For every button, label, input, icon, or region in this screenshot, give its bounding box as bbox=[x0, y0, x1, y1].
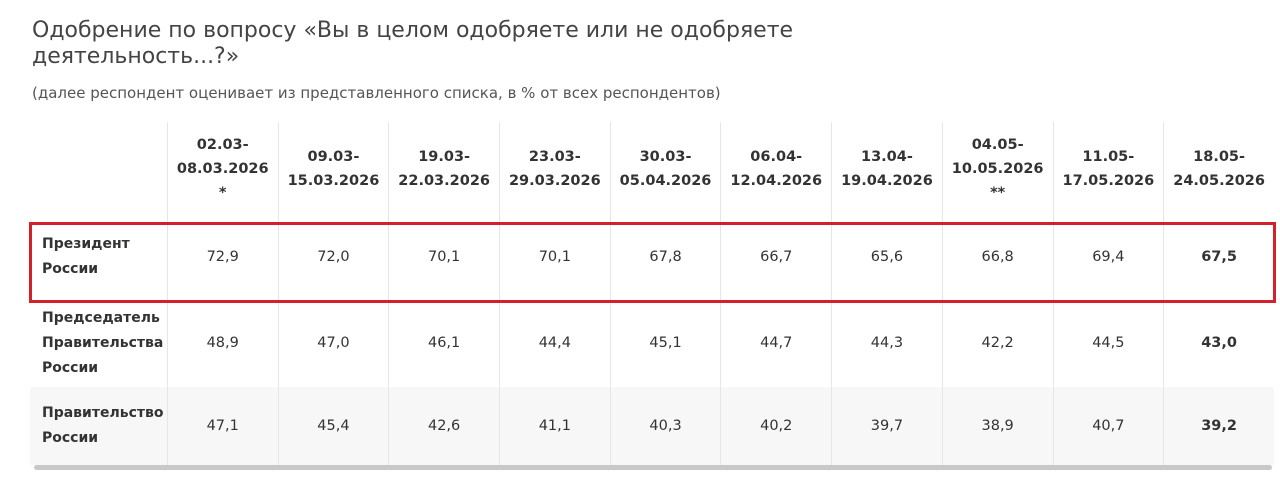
column-label: 06.04-12.04.2026 bbox=[730, 148, 823, 189]
row-name: Председатель Правительства России bbox=[42, 309, 164, 376]
cell: 44,5 bbox=[1052, 299, 1164, 387]
cell: 67,8 bbox=[609, 215, 721, 299]
cell: 47,1 bbox=[166, 387, 279, 465]
data-row: Правительство России 47,1 45,4 42,6 41,1 40,3… bbox=[30, 387, 1274, 465]
column-header: 23.03-29.03.2026 bbox=[498, 122, 611, 215]
column-header: 19.03-22.03.2026 bbox=[388, 122, 500, 215]
corner-cell bbox=[30, 122, 167, 215]
column-note: ** bbox=[990, 184, 1006, 201]
cell: 72,9 bbox=[166, 215, 279, 299]
column-label: 11.05-17.05.2026 bbox=[1062, 148, 1155, 189]
cell: 43,0 bbox=[1163, 299, 1274, 387]
cell: 44,3 bbox=[831, 299, 943, 387]
cell: 40,3 bbox=[609, 387, 721, 465]
cell: 69,4 bbox=[1052, 215, 1164, 299]
column-label: 18.05-24.05.2026 bbox=[1173, 148, 1265, 189]
highlight-box bbox=[29, 222, 1276, 303]
cell: 65,6 bbox=[831, 215, 943, 299]
cell: 42,2 bbox=[941, 299, 1053, 387]
subtitle: (далее респондент оценивает из представл… bbox=[32, 84, 721, 102]
cell: 72,0 bbox=[277, 215, 389, 299]
column-label: 13.04-19.04.2026 bbox=[841, 148, 933, 189]
column-label: 19.03-22.03.2026 bbox=[398, 148, 490, 189]
column-header: 02.03-08.03.2026 * bbox=[166, 122, 279, 215]
cell: 70,1 bbox=[498, 215, 611, 299]
cell: 39,7 bbox=[831, 387, 943, 465]
column-label: 30.03-05.04.2026 bbox=[619, 148, 712, 189]
column-label: 23.03-29.03.2026 bbox=[508, 148, 601, 189]
cell: 44,4 bbox=[498, 299, 611, 387]
scrollbar bbox=[34, 465, 1272, 470]
row-name: Правительство России bbox=[30, 387, 168, 465]
cell: 42,6 bbox=[388, 387, 500, 465]
cell: 66,8 bbox=[941, 215, 1053, 299]
cell: 44,7 bbox=[720, 299, 832, 387]
column-label: 04.05-10.05.2026 bbox=[951, 136, 1044, 177]
column-header: 09.03-15.03.2026 bbox=[277, 122, 389, 215]
column-header: 13.04-19.04.2026 bbox=[831, 122, 943, 215]
column-header: 18.05-24.05.2026 bbox=[1163, 122, 1274, 215]
cell: 70,1 bbox=[388, 215, 500, 299]
cell: 45,4 bbox=[277, 387, 389, 465]
column-note: * bbox=[218, 184, 227, 201]
cell: 39,2 bbox=[1163, 387, 1274, 465]
cell: 46,1 bbox=[388, 299, 500, 387]
column-label: 02.03-08.03.2026 bbox=[176, 136, 269, 177]
title: Одобрение по вопросу «Вы в целом одобряе… bbox=[32, 18, 794, 69]
cell: 48,9 bbox=[166, 299, 279, 387]
data-row: Председатель Правительства России 48,9 47,… bbox=[30, 299, 1274, 387]
column-header: 04.05-10.05.2026 ** bbox=[941, 122, 1053, 215]
cell: 66,7 bbox=[720, 215, 832, 299]
cell: 40,2 bbox=[720, 387, 832, 465]
column-header: 30.03-05.04.2026 bbox=[609, 122, 721, 215]
cell: 40,7 bbox=[1052, 387, 1164, 465]
column-header: 11.05-17.05.2026 bbox=[1052, 122, 1164, 215]
data-row: Президент России 72,9 72,0 70,1 70,1 67,8 66,7… bbox=[30, 215, 1274, 299]
cell: 45,1 bbox=[609, 299, 721, 387]
table: 02.03-08.03.2026 * 09.03-15.03.2026 19.03-2… bbox=[30, 122, 1274, 465]
cell: 38,9 bbox=[941, 387, 1053, 465]
cell: 41,1 bbox=[498, 387, 611, 465]
column-label: 09.03-15.03.2026 bbox=[287, 148, 380, 189]
cell: 47,0 bbox=[277, 299, 389, 387]
cell: 67,5 bbox=[1163, 215, 1274, 299]
column-header: 06.04-12.04.2026 bbox=[720, 122, 832, 215]
row-name: Президент России bbox=[42, 236, 130, 277]
header-row: 02.03-08.03.2026 * 09.03-15.03.2026 19.03-2… bbox=[30, 122, 1274, 215]
